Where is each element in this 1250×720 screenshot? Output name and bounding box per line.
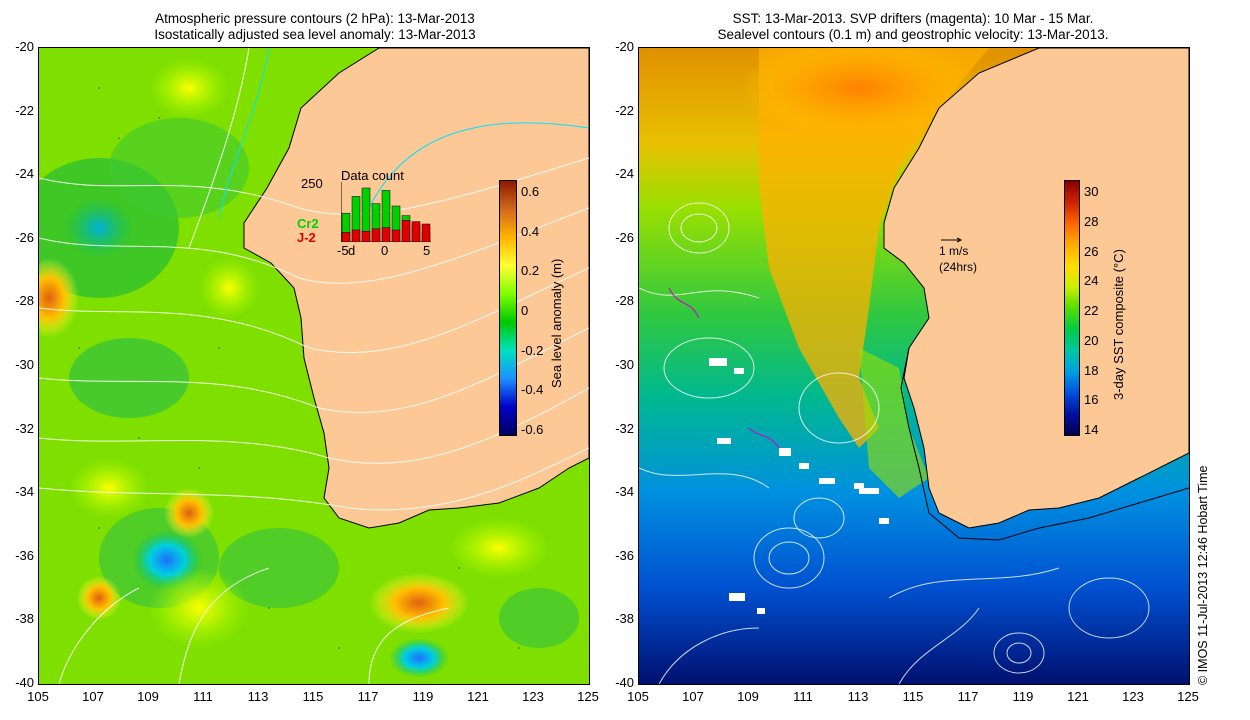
right-colorbar-label: 3-day SST composite (°C) — [1111, 249, 1126, 400]
left-colorbar-tick-4: -0.2 — [521, 342, 544, 358]
right-x-tick-8: 121 — [1067, 689, 1089, 704]
left-x-tick-2: 109 — [137, 689, 159, 704]
inset-bar-j2-2 — [361, 230, 371, 242]
right-x-tick-9: 123 — [1122, 689, 1144, 704]
right-colorbar-tick-5: 20 — [1084, 332, 1099, 348]
right-y-tick-8: -36 — [615, 547, 634, 563]
velocity-key-line1: 1 m/s — [939, 244, 969, 258]
left-map: Data count 250 Cr2 J-2 -5 d 0 5 Sea leve… — [38, 47, 590, 685]
inset-d-label: d — [348, 243, 356, 258]
right-y-tick-2: -24 — [615, 166, 634, 182]
right-colorbar-tick-0: 30 — [1084, 184, 1099, 199]
inset-y-label: 250 — [301, 176, 323, 191]
velocity-key-line2: (24hrs) — [939, 260, 978, 274]
inset-x-tick-2: 5 — [423, 243, 431, 258]
left-y-tick-8: -36 — [15, 547, 34, 563]
imos-credit: © IMOS 11-Jul-2013 12:46 Hobart Time — [1196, 465, 1210, 686]
inset-bar-j2-8 — [421, 223, 431, 242]
right-x-tick-7: 119 — [1012, 689, 1034, 704]
right-title-line1: SST: 13-Mar-2013. SVP drifters (magenta)… — [732, 11, 1094, 26]
right-y-tick-10: -40 — [615, 675, 634, 690]
right-x-tick-4: 113 — [847, 689, 869, 704]
inset-bar-j2-1 — [351, 229, 361, 242]
right-colorbar-tick-7: 16 — [1084, 392, 1099, 408]
left-y-tick-5: -30 — [15, 357, 34, 372]
right-x-tick-2: 109 — [737, 689, 759, 704]
right-title-line2: Sealevel contours (0.1 m) and geostrophi… — [717, 27, 1109, 42]
left-y-tick-4: -28 — [15, 293, 34, 309]
inset-bar-j2-5 — [391, 229, 401, 242]
left-y-tick-0: -20 — [15, 39, 34, 54]
left-colorbar-tick-5: -0.4 — [521, 382, 544, 398]
right-colorbar-tick-4: 22 — [1084, 303, 1099, 318]
inset-bar-j2-3 — [371, 228, 381, 242]
right-x-tick-1: 107 — [682, 689, 704, 704]
left-y-tick-10: -40 — [15, 675, 34, 690]
left-x-tick-9: 123 — [522, 689, 544, 704]
left-y-tick-1: -22 — [15, 102, 34, 118]
right-y-tick-4: -28 — [615, 293, 634, 309]
inset-series-j2: J-2 — [297, 230, 316, 245]
right-x-tick-3: 111 — [793, 689, 813, 704]
right-y-tick-0: -20 — [615, 39, 634, 54]
left-colorbar-label: Sea level anomaly (m) — [549, 258, 564, 388]
left-title-line1: Atmospheric pressure contours (2 hPa): 1… — [155, 11, 475, 26]
inset-histogram — [341, 182, 431, 242]
inset-bar-j2-4 — [381, 227, 391, 242]
inset-x-tick-1: 0 — [381, 243, 389, 258]
left-x-tick-1: 107 — [82, 689, 104, 704]
left-x-tick-4: 113 — [247, 689, 269, 704]
right-y-tick-1: -22 — [615, 102, 634, 118]
inset-bar-cr2-2 — [361, 187, 371, 242]
right-x-tick-0: 105 — [627, 689, 649, 704]
right-colorbar-tick-3: 24 — [1084, 273, 1099, 289]
inset-bar-cr2-3 — [371, 203, 381, 242]
right-colorbar — [1064, 180, 1080, 436]
left-colorbar-tick-0: 0.6 — [521, 184, 540, 199]
data-count-inset: Data count 250 Cr2 J-2 -5 d 0 5 — [297, 168, 437, 268]
inset-x-tick-0: -5 — [337, 243, 349, 258]
left-y-tick-2: -24 — [15, 166, 34, 182]
inset-bar-j2-0 — [341, 232, 351, 242]
right-y-tick-3: -26 — [615, 229, 634, 245]
left-x-tick-8: 121 — [467, 689, 489, 704]
left-colorbar-tick-1: 0.4 — [521, 223, 540, 239]
left-x-tick-3: 111 — [193, 689, 213, 704]
inset-series-cr2: Cr2 — [297, 216, 319, 231]
right-colorbar-tick-8: 14 — [1084, 422, 1099, 437]
inset-title: Data count — [341, 168, 404, 183]
right-colorbar-tick-1: 28 — [1084, 213, 1099, 229]
left-y-tick-9: -38 — [15, 611, 34, 627]
inset-bar-cr2-0 — [341, 212, 351, 242]
left-y-tick-3: -26 — [15, 229, 34, 245]
left-x-tick-0: 105 — [27, 689, 49, 704]
right-y-tick-6: -32 — [615, 420, 634, 436]
left-y-tick-7: -34 — [15, 484, 34, 500]
left-colorbar-tick-3: 0 — [521, 303, 529, 318]
right-x-tick-5: 115 — [902, 689, 924, 704]
left-colorbar-tick-2: 0.2 — [521, 263, 540, 279]
inset-bar-j2-7 — [411, 221, 421, 242]
left-x-tick-5: 115 — [302, 689, 324, 704]
right-x-tick-10: 125 — [1177, 689, 1199, 704]
left-x-tick-6: 117 — [357, 689, 379, 704]
right-colorbar-tick-2: 26 — [1084, 243, 1099, 259]
inset-bar-j2-6 — [401, 220, 411, 242]
right-y-tick-7: -34 — [615, 484, 634, 500]
left-x-tick-7: 119 — [412, 689, 434, 704]
left-colorbar-tick-6: -0.6 — [521, 422, 544, 437]
left-y-tick-6: -32 — [15, 420, 34, 436]
right-y-tick-9: -38 — [615, 611, 634, 627]
right-y-tick-5: -30 — [615, 357, 634, 372]
left-colorbar — [499, 180, 517, 436]
right-map: 1 m/s (24hrs) 3-day SST composite (°C) 3… — [638, 47, 1190, 685]
right-x-tick-6: 117 — [957, 689, 979, 704]
left-title-line2: Isostatically adjusted sea level anomaly… — [154, 27, 476, 42]
right-colorbar-tick-6: 18 — [1084, 362, 1099, 378]
inset-bar-cr2-5 — [391, 205, 401, 242]
left-x-tick-10: 125 — [577, 689, 599, 704]
